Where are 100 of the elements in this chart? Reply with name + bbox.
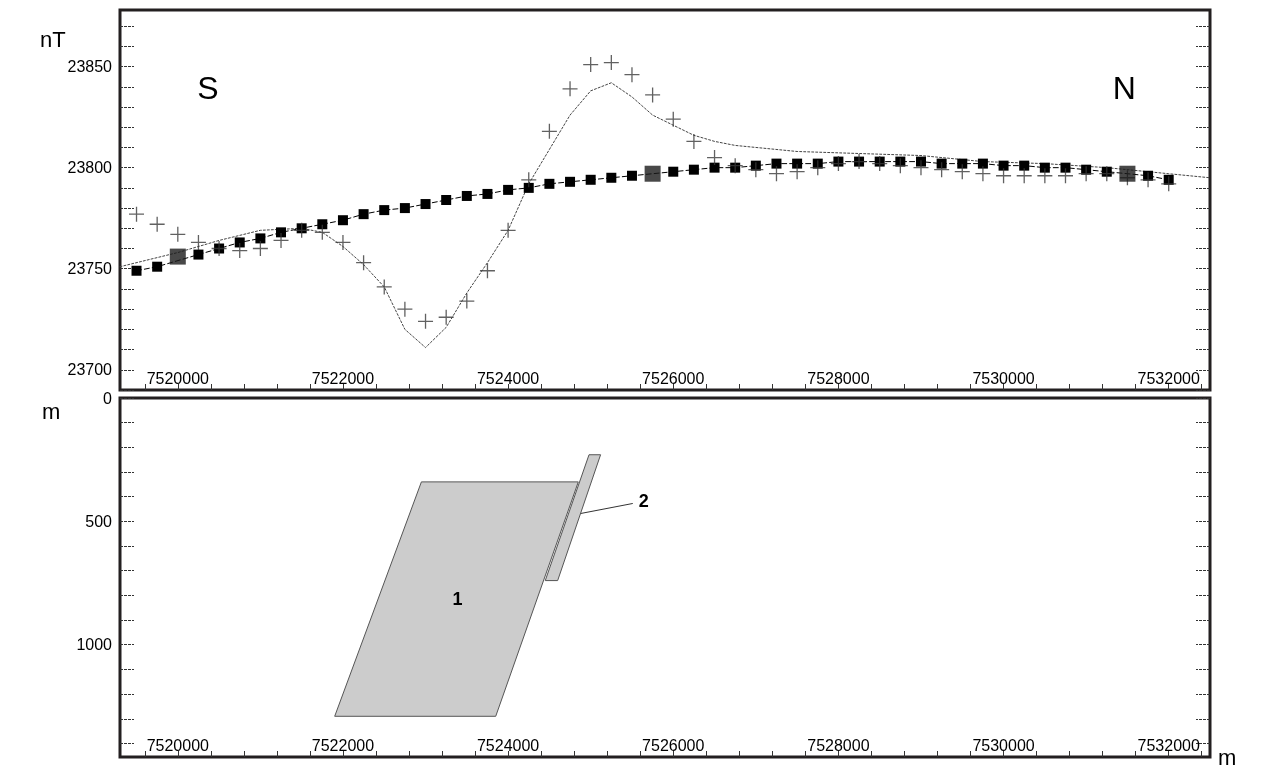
point (337, 215, 348, 226)
annotation: 1 (452, 589, 463, 610)
point (561, 80, 579, 97)
point (998, 160, 1009, 171)
point (565, 176, 576, 187)
point (1119, 165, 1136, 182)
point (668, 166, 679, 177)
x-axis-title: m (1218, 744, 1237, 769)
y-tick-label: 1000 (76, 636, 113, 654)
point (293, 222, 310, 239)
point (977, 158, 988, 169)
point (957, 158, 968, 169)
y-axis-title: m (42, 398, 61, 424)
point (252, 240, 269, 257)
point (603, 54, 620, 71)
x-tick-label: 7526000 (642, 736, 705, 754)
y-tick-label: 23700 (67, 361, 113, 379)
point (379, 205, 390, 216)
point (317, 219, 328, 230)
point (585, 174, 596, 185)
point (355, 254, 372, 271)
point (1098, 165, 1115, 182)
point (709, 162, 720, 173)
point (169, 226, 186, 243)
point (582, 56, 599, 73)
y-tick-label: 23750 (67, 260, 113, 278)
point (523, 182, 534, 193)
point (1019, 160, 1030, 171)
point (1036, 167, 1053, 184)
point (544, 178, 555, 189)
annotation: 2 (638, 491, 649, 512)
point (314, 224, 331, 241)
point (441, 195, 452, 205)
point (892, 157, 909, 174)
point (933, 161, 950, 178)
point (1016, 167, 1033, 184)
y-axis-title: nT (40, 26, 66, 52)
point (1160, 175, 1177, 192)
x-tick-label: 7526000 (642, 369, 705, 387)
point (399, 203, 410, 214)
point (152, 261, 163, 272)
point (1139, 171, 1157, 188)
point (788, 163, 806, 180)
point (376, 278, 393, 296)
point (461, 190, 472, 201)
x-tick-label: 7528000 (807, 736, 870, 754)
point (912, 159, 930, 176)
point (169, 248, 186, 265)
point (768, 165, 785, 182)
point (193, 249, 204, 260)
point (644, 86, 661, 104)
point (665, 111, 682, 128)
point (438, 309, 455, 326)
point (231, 242, 248, 259)
point (850, 153, 868, 170)
point (499, 222, 517, 239)
x-tick-label: 7524000 (476, 369, 540, 387)
point (688, 164, 699, 175)
point (479, 262, 496, 279)
point (128, 206, 145, 223)
point (520, 171, 537, 188)
point (1039, 162, 1050, 173)
point (830, 155, 847, 172)
x-tick-label: 7522000 (311, 369, 375, 387)
point (606, 172, 617, 183)
point (458, 292, 475, 310)
annotation: S (197, 70, 219, 106)
point (727, 157, 744, 174)
x-tick-label: 7520000 (146, 736, 210, 754)
point (626, 170, 637, 181)
point (954, 163, 971, 180)
point (417, 313, 434, 330)
x-tick-label: 7532000 (1137, 736, 1200, 754)
point (995, 167, 1012, 184)
point (771, 158, 782, 169)
y-tick-label: 500 (85, 512, 113, 530)
x-tick-label: 7530000 (972, 736, 1035, 754)
point (482, 188, 493, 199)
point (623, 66, 641, 83)
point (420, 199, 431, 210)
point (706, 149, 723, 166)
y-tick-label: 23850 (67, 58, 113, 76)
y-tick-label: 0 (103, 389, 113, 407)
point (871, 155, 888, 172)
point (1057, 167, 1074, 184)
point (234, 237, 245, 248)
point (255, 233, 266, 244)
point (936, 158, 947, 169)
point (276, 227, 287, 238)
point (792, 158, 803, 169)
y-tick-label: 23800 (67, 159, 113, 177)
x-tick-label: 7524000 (476, 736, 540, 754)
x-tick-label: 7520000 (146, 369, 210, 387)
point (1060, 162, 1071, 173)
point (396, 301, 414, 318)
x-tick-label: 7530000 (972, 369, 1035, 387)
point (358, 209, 369, 220)
annotation: N (1112, 70, 1136, 106)
point (334, 234, 352, 251)
point (190, 234, 207, 251)
